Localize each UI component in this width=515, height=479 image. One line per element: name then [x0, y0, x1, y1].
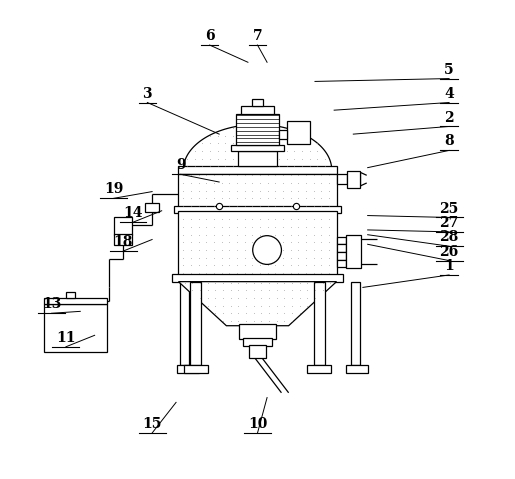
- Bar: [287, 121, 310, 144]
- Bar: [252, 99, 263, 106]
- Text: 25: 25: [439, 202, 459, 216]
- Bar: [238, 151, 277, 166]
- Bar: [172, 274, 343, 282]
- Text: 6: 6: [205, 29, 214, 43]
- Text: 11: 11: [56, 331, 76, 345]
- Bar: [346, 235, 362, 268]
- Polygon shape: [179, 282, 336, 326]
- Bar: [191, 282, 201, 365]
- Text: 27: 27: [439, 216, 459, 230]
- Bar: [44, 304, 107, 352]
- Text: 7: 7: [253, 29, 262, 43]
- Bar: [336, 244, 346, 252]
- Circle shape: [253, 236, 282, 264]
- Bar: [174, 206, 341, 213]
- Bar: [336, 252, 346, 260]
- Bar: [314, 282, 324, 365]
- Text: 3: 3: [143, 87, 152, 101]
- Bar: [177, 365, 199, 373]
- Bar: [336, 260, 346, 267]
- Text: 26: 26: [439, 245, 459, 259]
- Bar: [179, 211, 336, 278]
- Bar: [241, 106, 274, 114]
- Bar: [114, 234, 132, 245]
- Text: 10: 10: [248, 417, 267, 431]
- Bar: [307, 365, 331, 373]
- Bar: [179, 166, 336, 174]
- Text: 9: 9: [176, 159, 186, 172]
- Bar: [351, 282, 360, 365]
- Text: 13: 13: [42, 297, 61, 311]
- Text: 8: 8: [444, 135, 454, 148]
- Bar: [243, 338, 272, 346]
- Bar: [184, 365, 208, 373]
- Bar: [44, 298, 107, 304]
- Polygon shape: [183, 125, 332, 170]
- Bar: [145, 203, 159, 212]
- Bar: [180, 282, 190, 365]
- Bar: [346, 365, 368, 373]
- Bar: [336, 237, 346, 244]
- Bar: [236, 114, 279, 145]
- Bar: [114, 217, 132, 235]
- Bar: [239, 324, 276, 339]
- Text: 1: 1: [444, 259, 454, 273]
- Text: 4: 4: [444, 87, 454, 101]
- Text: 19: 19: [104, 182, 124, 196]
- Bar: [231, 145, 284, 151]
- Text: 2: 2: [444, 111, 454, 125]
- Bar: [249, 345, 266, 358]
- Bar: [279, 130, 287, 139]
- Bar: [336, 174, 347, 184]
- Text: 14: 14: [123, 206, 143, 220]
- Bar: [66, 292, 76, 298]
- Text: 28: 28: [439, 230, 459, 244]
- Text: 15: 15: [143, 417, 162, 431]
- Bar: [347, 171, 360, 188]
- Bar: [179, 174, 336, 211]
- Text: 18: 18: [114, 235, 133, 249]
- Text: 5: 5: [444, 63, 454, 77]
